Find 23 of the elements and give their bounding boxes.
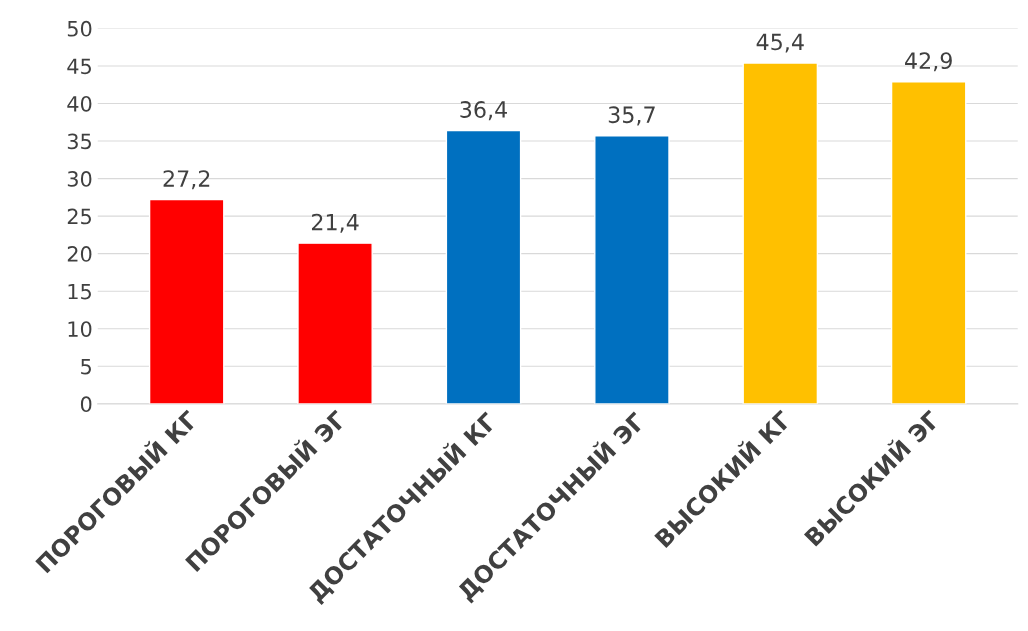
y-tick-label: 45 (67, 58, 91, 75)
y-tick-label: 30 (67, 171, 92, 187)
data-label: 45,4 (756, 33, 804, 53)
y-tick-label: 5 (81, 359, 91, 375)
data-label: 36,4 (460, 101, 507, 121)
data-label: 35,7 (608, 106, 655, 126)
data-label: 42,9 (905, 52, 952, 72)
y-tick-label: 40 (67, 95, 92, 112)
y-tick-label: 0 (80, 396, 92, 413)
data-label: 27,2 (163, 170, 210, 190)
bar (445, 129, 522, 404)
y-tick-label: 35 (67, 133, 91, 150)
bar (742, 62, 819, 404)
bar (890, 81, 967, 404)
bar (594, 135, 670, 404)
y-tick-label: 20 (67, 246, 92, 262)
y-tick-label: 50 (67, 20, 92, 37)
y-tick-label: 15 (68, 283, 91, 300)
y-tick-label: 10 (68, 321, 92, 337)
data-label: 21,4 (311, 213, 359, 233)
bar (297, 242, 373, 404)
bar (148, 198, 225, 404)
y-tick-label: 25 (67, 208, 91, 225)
